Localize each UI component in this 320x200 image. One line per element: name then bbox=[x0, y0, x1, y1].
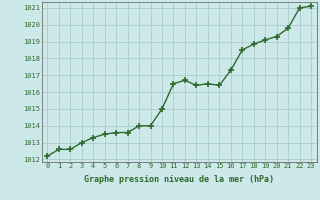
X-axis label: Graphe pression niveau de la mer (hPa): Graphe pression niveau de la mer (hPa) bbox=[84, 175, 274, 184]
